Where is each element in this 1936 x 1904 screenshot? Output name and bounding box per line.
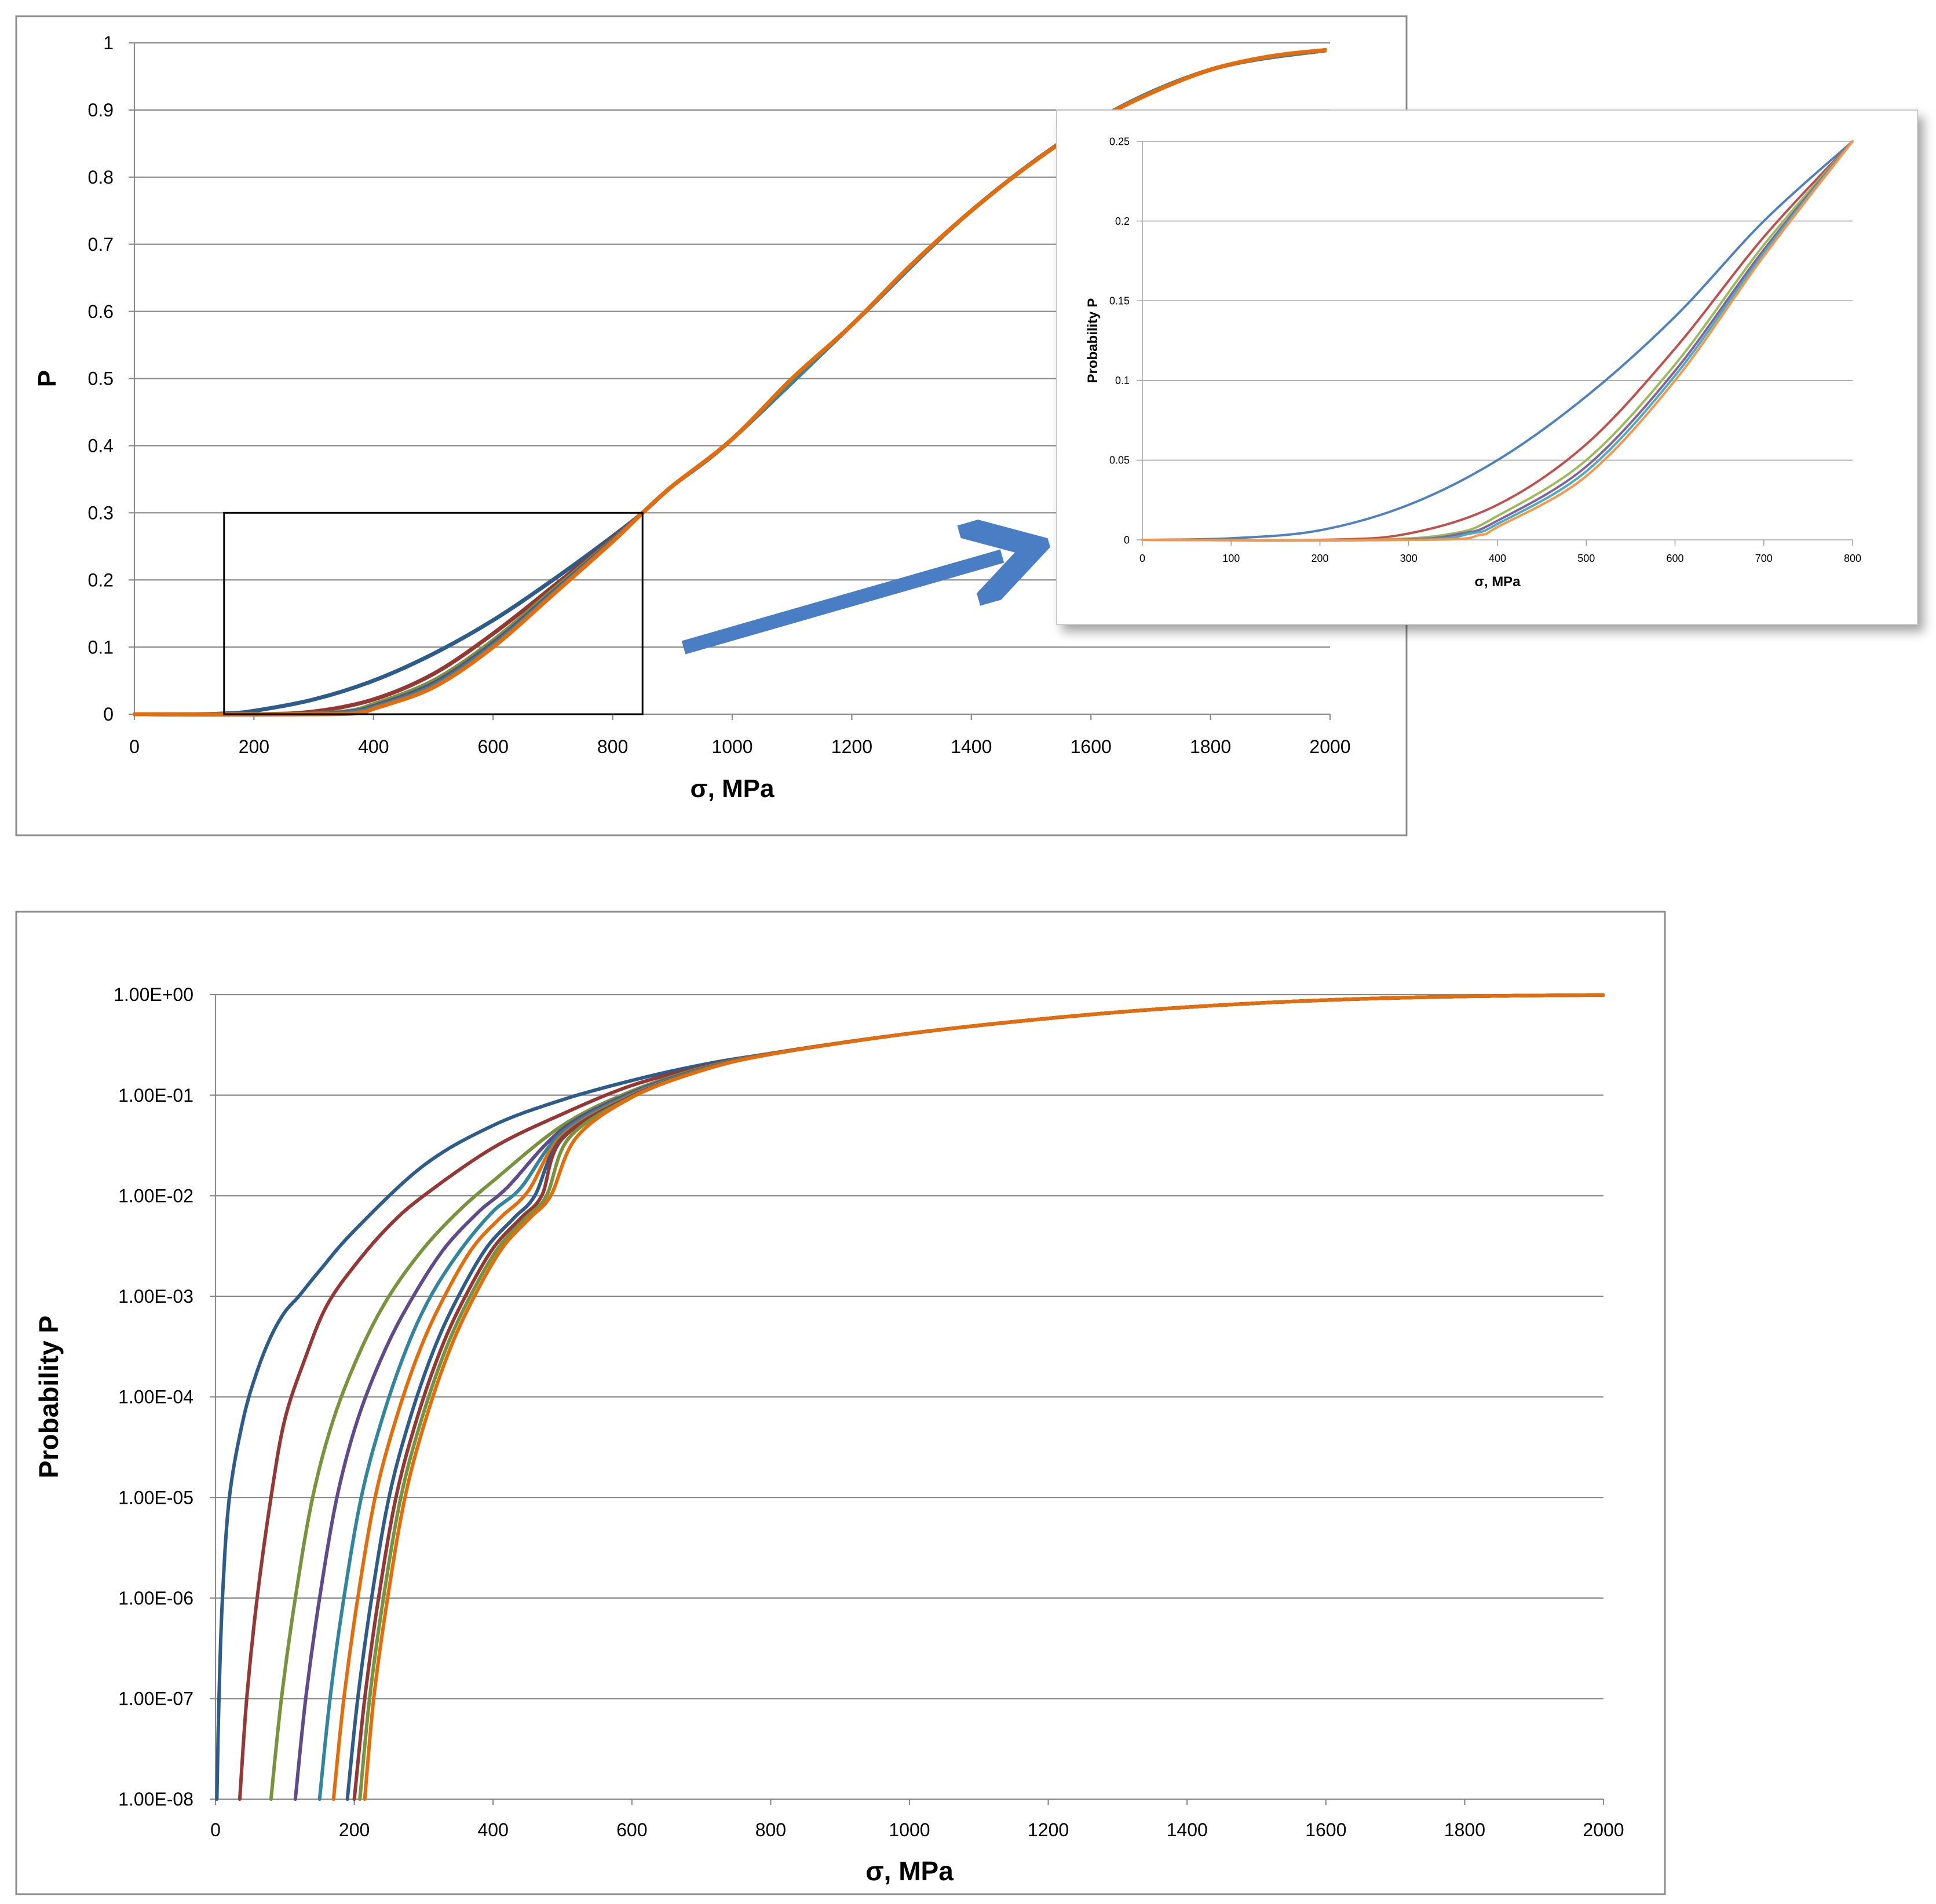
log-y-tick-label: 1.00E-03 <box>118 1286 193 1307</box>
inset-series-line-1 <box>1141 140 1854 541</box>
zoom-arrow <box>681 556 1002 655</box>
inset-y-tick-label: 0.2 <box>1115 215 1130 227</box>
log-y-tick-label: 1.00E-02 <box>118 1185 193 1206</box>
linear-y-tick-label: 0 <box>103 704 114 725</box>
inset-y-axis-title: Probability P <box>1085 298 1101 383</box>
inset-y-tick-label: 0 <box>1124 534 1130 546</box>
log-x-tick-label: 1400 <box>1167 1819 1208 1840</box>
inset-x-tick-label: 100 <box>1222 553 1240 564</box>
linear-y-tick-label: 0.5 <box>88 368 114 389</box>
log-y-axis-title: Probability P <box>34 1315 64 1478</box>
linear-x-tick-label: 1200 <box>831 736 872 757</box>
linear-y-tick-label: 0.1 <box>88 637 114 657</box>
linear-y-axis-title: P <box>33 370 61 387</box>
inset-series-line-6 <box>1141 140 1854 542</box>
inset-x-tick-label: 500 <box>1577 553 1595 564</box>
inset-chart-frame <box>1056 109 1918 625</box>
linear-y-tick-label: 0.7 <box>88 234 114 255</box>
zoom-rectangle <box>223 511 644 715</box>
inset-x-tick-label: 600 <box>1666 553 1683 564</box>
linear-y-tick-label: 1 <box>103 32 114 53</box>
linear-x-tick-label: 200 <box>239 736 269 757</box>
log-y-tick-label: 1.00E-07 <box>118 1689 193 1709</box>
log-y-tick-label: 1.00E-06 <box>118 1588 193 1609</box>
inset-chart: 0 0.05 0.1 0.15 0.2 0.25 0 100 200 300 400 500 600 70… <box>1085 136 1861 590</box>
linear-x-tick-label: 400 <box>358 736 389 757</box>
log-x-tick-label: 800 <box>755 1819 786 1840</box>
log-y-tick-label: 1.00E-04 <box>118 1387 193 1408</box>
log-y-tick-label: 1.00E-01 <box>118 1085 193 1106</box>
linear-y-tick-label: 0.6 <box>88 301 114 322</box>
log-y-tick-label: 1.00E-08 <box>118 1789 193 1810</box>
log-x-tick-label: 200 <box>339 1819 370 1840</box>
inset-x-tick-label: 400 <box>1489 553 1506 564</box>
inset-y-tick-label: 0.1 <box>1115 375 1130 386</box>
log-chart-frame <box>15 911 1666 1895</box>
linear-x-tick-label: 1600 <box>1071 736 1112 757</box>
linear-y-tick-label: 0.8 <box>88 167 114 188</box>
log-y-tick-label: 1.00E-05 <box>118 1487 193 1508</box>
log-series-group <box>215 993 1605 1801</box>
log-y-tick-label: 1.00E+00 <box>114 984 193 1005</box>
linear-x-axis-title: σ, MPa <box>690 774 775 803</box>
log-x-tick-label: 600 <box>616 1819 647 1840</box>
inset-x-axis-title: σ, MPa <box>1474 574 1521 590</box>
inset-series-group <box>1141 140 1854 542</box>
inset-x-tick-label: 0 <box>1139 553 1145 564</box>
linear-x-tick-label: 0 <box>129 736 140 757</box>
log-chart: 1.00E-08 1.00E-07 1.00E-06 1.00E-05 1.00E-04… <box>34 984 1624 1886</box>
linear-y-tick-label: 0.9 <box>88 100 114 120</box>
inset-x-tick-label: 200 <box>1311 553 1328 564</box>
inset-x-tick-label: 800 <box>1844 553 1861 564</box>
log-x-tick-label: 1000 <box>889 1819 930 1840</box>
linear-x-tick-label: 1800 <box>1190 736 1231 757</box>
log-series-line-10 <box>363 993 1605 1801</box>
linear-x-tick-label: 1400 <box>951 736 992 757</box>
linear-series-line-6 <box>133 47 1327 717</box>
log-x-tick-label: 400 <box>478 1819 509 1840</box>
linear-x-tick-label: 1000 <box>711 736 753 757</box>
log-x-tick-label: 2000 <box>1583 1819 1624 1840</box>
inset-x-tick-label: 300 <box>1400 553 1418 564</box>
linear-y-tick-label: 0.2 <box>88 569 114 590</box>
log-x-tick-label: 1200 <box>1028 1819 1069 1840</box>
linear-y-tick-label: 0.4 <box>88 436 114 456</box>
inset-y-tick-label: 0.05 <box>1109 455 1130 466</box>
log-x-tick-label: 0 <box>210 1819 221 1840</box>
log-x-axis-title: σ, MPa <box>865 1856 954 1886</box>
linear-y-tick-label: 0.3 <box>88 503 114 524</box>
linear-x-tick-label: 800 <box>597 736 628 757</box>
linear-x-tick-label: 600 <box>478 736 509 757</box>
log-x-tick-label: 1800 <box>1444 1819 1485 1840</box>
log-x-tick-label: 1600 <box>1305 1819 1346 1840</box>
inset-y-tick-label: 0.15 <box>1109 295 1130 307</box>
linear-x-tick-label: 2000 <box>1309 736 1350 757</box>
inset-y-tick-label: 0.25 <box>1109 136 1130 147</box>
inset-x-tick-label: 700 <box>1755 553 1773 564</box>
